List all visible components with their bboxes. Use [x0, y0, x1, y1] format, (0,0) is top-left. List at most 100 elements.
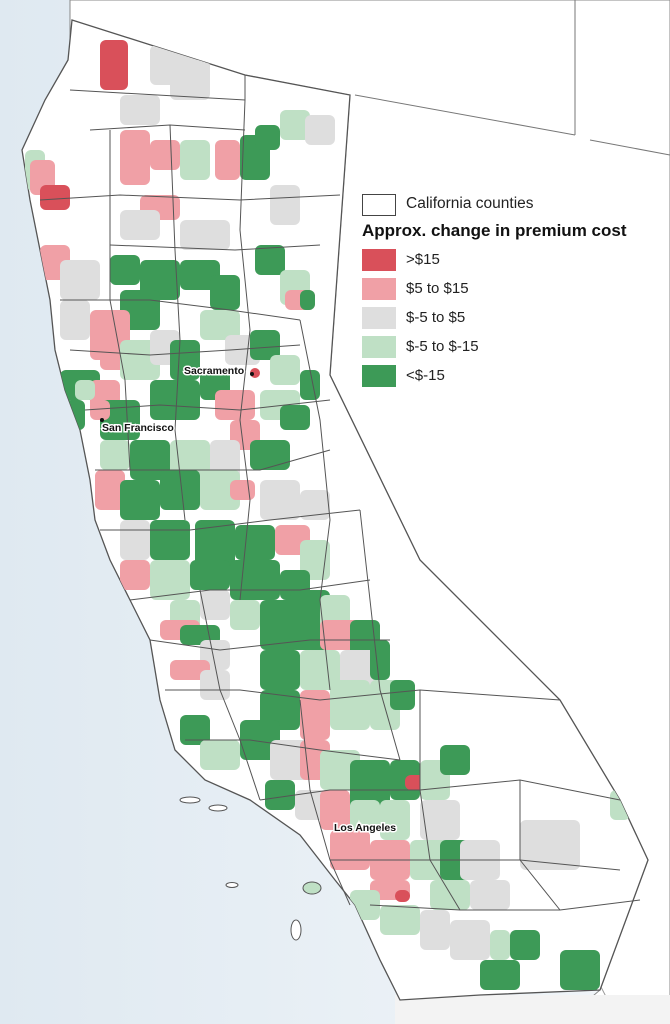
city-label: Los Angeles: [334, 822, 396, 834]
region-patch: [160, 470, 200, 510]
region-patch: [490, 930, 510, 960]
legend-item: $-5 to $-15: [362, 334, 662, 363]
region-patch: [195, 520, 235, 570]
legend-title: Approx. change in premium cost: [362, 221, 627, 240]
region-patch: [120, 130, 150, 185]
region-patch: [330, 680, 370, 730]
region-patch: [420, 910, 450, 950]
region-patch: [430, 880, 470, 910]
region-patch: [170, 440, 210, 475]
region-patch: [300, 650, 340, 690]
region-patch: [350, 800, 380, 830]
city-label: Sacramento: [184, 365, 244, 377]
legend-counties-label: California counties: [406, 195, 534, 212]
region-patch: [510, 930, 540, 960]
region-patch: [440, 745, 470, 775]
legend-item: $5 to $15: [362, 276, 662, 305]
region-patch: [300, 490, 330, 520]
region-patch: [190, 560, 230, 590]
region-patch: [40, 185, 70, 210]
region-patch: [480, 960, 520, 990]
region-patch: [380, 905, 420, 935]
region-patch: [300, 290, 315, 310]
region-patch: [110, 255, 140, 285]
legend-item: >$15: [362, 247, 662, 276]
city-label: San Francisco: [102, 422, 174, 434]
region-patch: [120, 560, 150, 590]
city-los-angeles: Los Angeles: [333, 821, 398, 836]
region-patch: [215, 390, 255, 420]
region-patch: [200, 310, 240, 340]
region-patch: [170, 60, 210, 100]
region-patch: [120, 520, 150, 560]
legend-swatch: [362, 249, 396, 271]
region-patch: [200, 740, 240, 770]
mexico-land: [395, 995, 670, 1024]
region-patch: [95, 470, 125, 510]
legend-label: >$15: [406, 251, 440, 268]
region-patch: [395, 890, 410, 902]
region-patch: [270, 185, 300, 225]
legend-swatch: [362, 336, 396, 358]
region-patch: [180, 715, 210, 745]
region-patch: [235, 525, 275, 560]
region-patch: [215, 140, 240, 180]
region-patch: [470, 880, 510, 910]
region-patch: [90, 400, 110, 420]
city-markers: Sacramento San Francisco Los Angeles: [100, 364, 398, 836]
region-patch: [380, 800, 410, 840]
region-patch: [280, 405, 310, 430]
legend-label: $-5 to $-15: [406, 338, 479, 355]
region-patch: [180, 140, 210, 180]
region-patch: [520, 820, 580, 870]
region-patch: [255, 245, 285, 275]
channel-islands: [179, 796, 322, 941]
state-line-or-nv: [354, 0, 670, 156]
region-patch: [265, 780, 295, 810]
legend-swatch: [362, 365, 396, 387]
region-patch: [170, 340, 200, 380]
region-patch: [390, 680, 415, 710]
region-patch: [200, 590, 230, 620]
region-patch: [230, 480, 255, 500]
region-patch: [180, 220, 230, 250]
region-patch: [150, 520, 190, 560]
region-patch: [420, 800, 460, 840]
region-patch: [250, 330, 280, 360]
region-patch: [300, 690, 330, 740]
legend-counties: California counties: [362, 193, 662, 219]
region-patch: [150, 380, 200, 420]
region-patch: [150, 560, 190, 600]
region-patch: [260, 650, 300, 690]
legend-swatch: [362, 307, 396, 329]
region-patch: [100, 440, 130, 470]
legend-label: <$-15: [406, 367, 445, 384]
legend-label: $5 to $15: [406, 280, 469, 297]
legend-swatch: [362, 278, 396, 300]
region-patch: [320, 790, 350, 830]
region-patch: [255, 125, 280, 150]
map-legend: California counties Approx. change in pr…: [362, 193, 662, 392]
legend-item: $-5 to $5: [362, 305, 662, 334]
region-patch: [230, 560, 280, 600]
region-patch: [370, 640, 390, 680]
legend-label: $-5 to $5: [406, 309, 466, 326]
region-patch: [170, 660, 210, 680]
region-patch: [60, 260, 100, 300]
region-patch: [120, 480, 160, 520]
region-patch: [260, 480, 300, 520]
region-patch: [150, 140, 180, 170]
region-patch: [120, 210, 160, 240]
region-patch: [75, 380, 95, 400]
county-borders: [39, 75, 641, 911]
city-sacramento: Sacramento: [183, 364, 254, 379]
city-san-francisco: San Francisco: [100, 418, 175, 436]
region-patch: [280, 110, 310, 140]
region-patch: [305, 115, 335, 145]
region-patch: [100, 40, 128, 90]
legend-item: <$-15: [362, 363, 662, 392]
region-patch: [210, 275, 240, 310]
region-patch: [200, 670, 230, 700]
region-patch: [230, 600, 260, 630]
region-patch: [560, 950, 600, 990]
